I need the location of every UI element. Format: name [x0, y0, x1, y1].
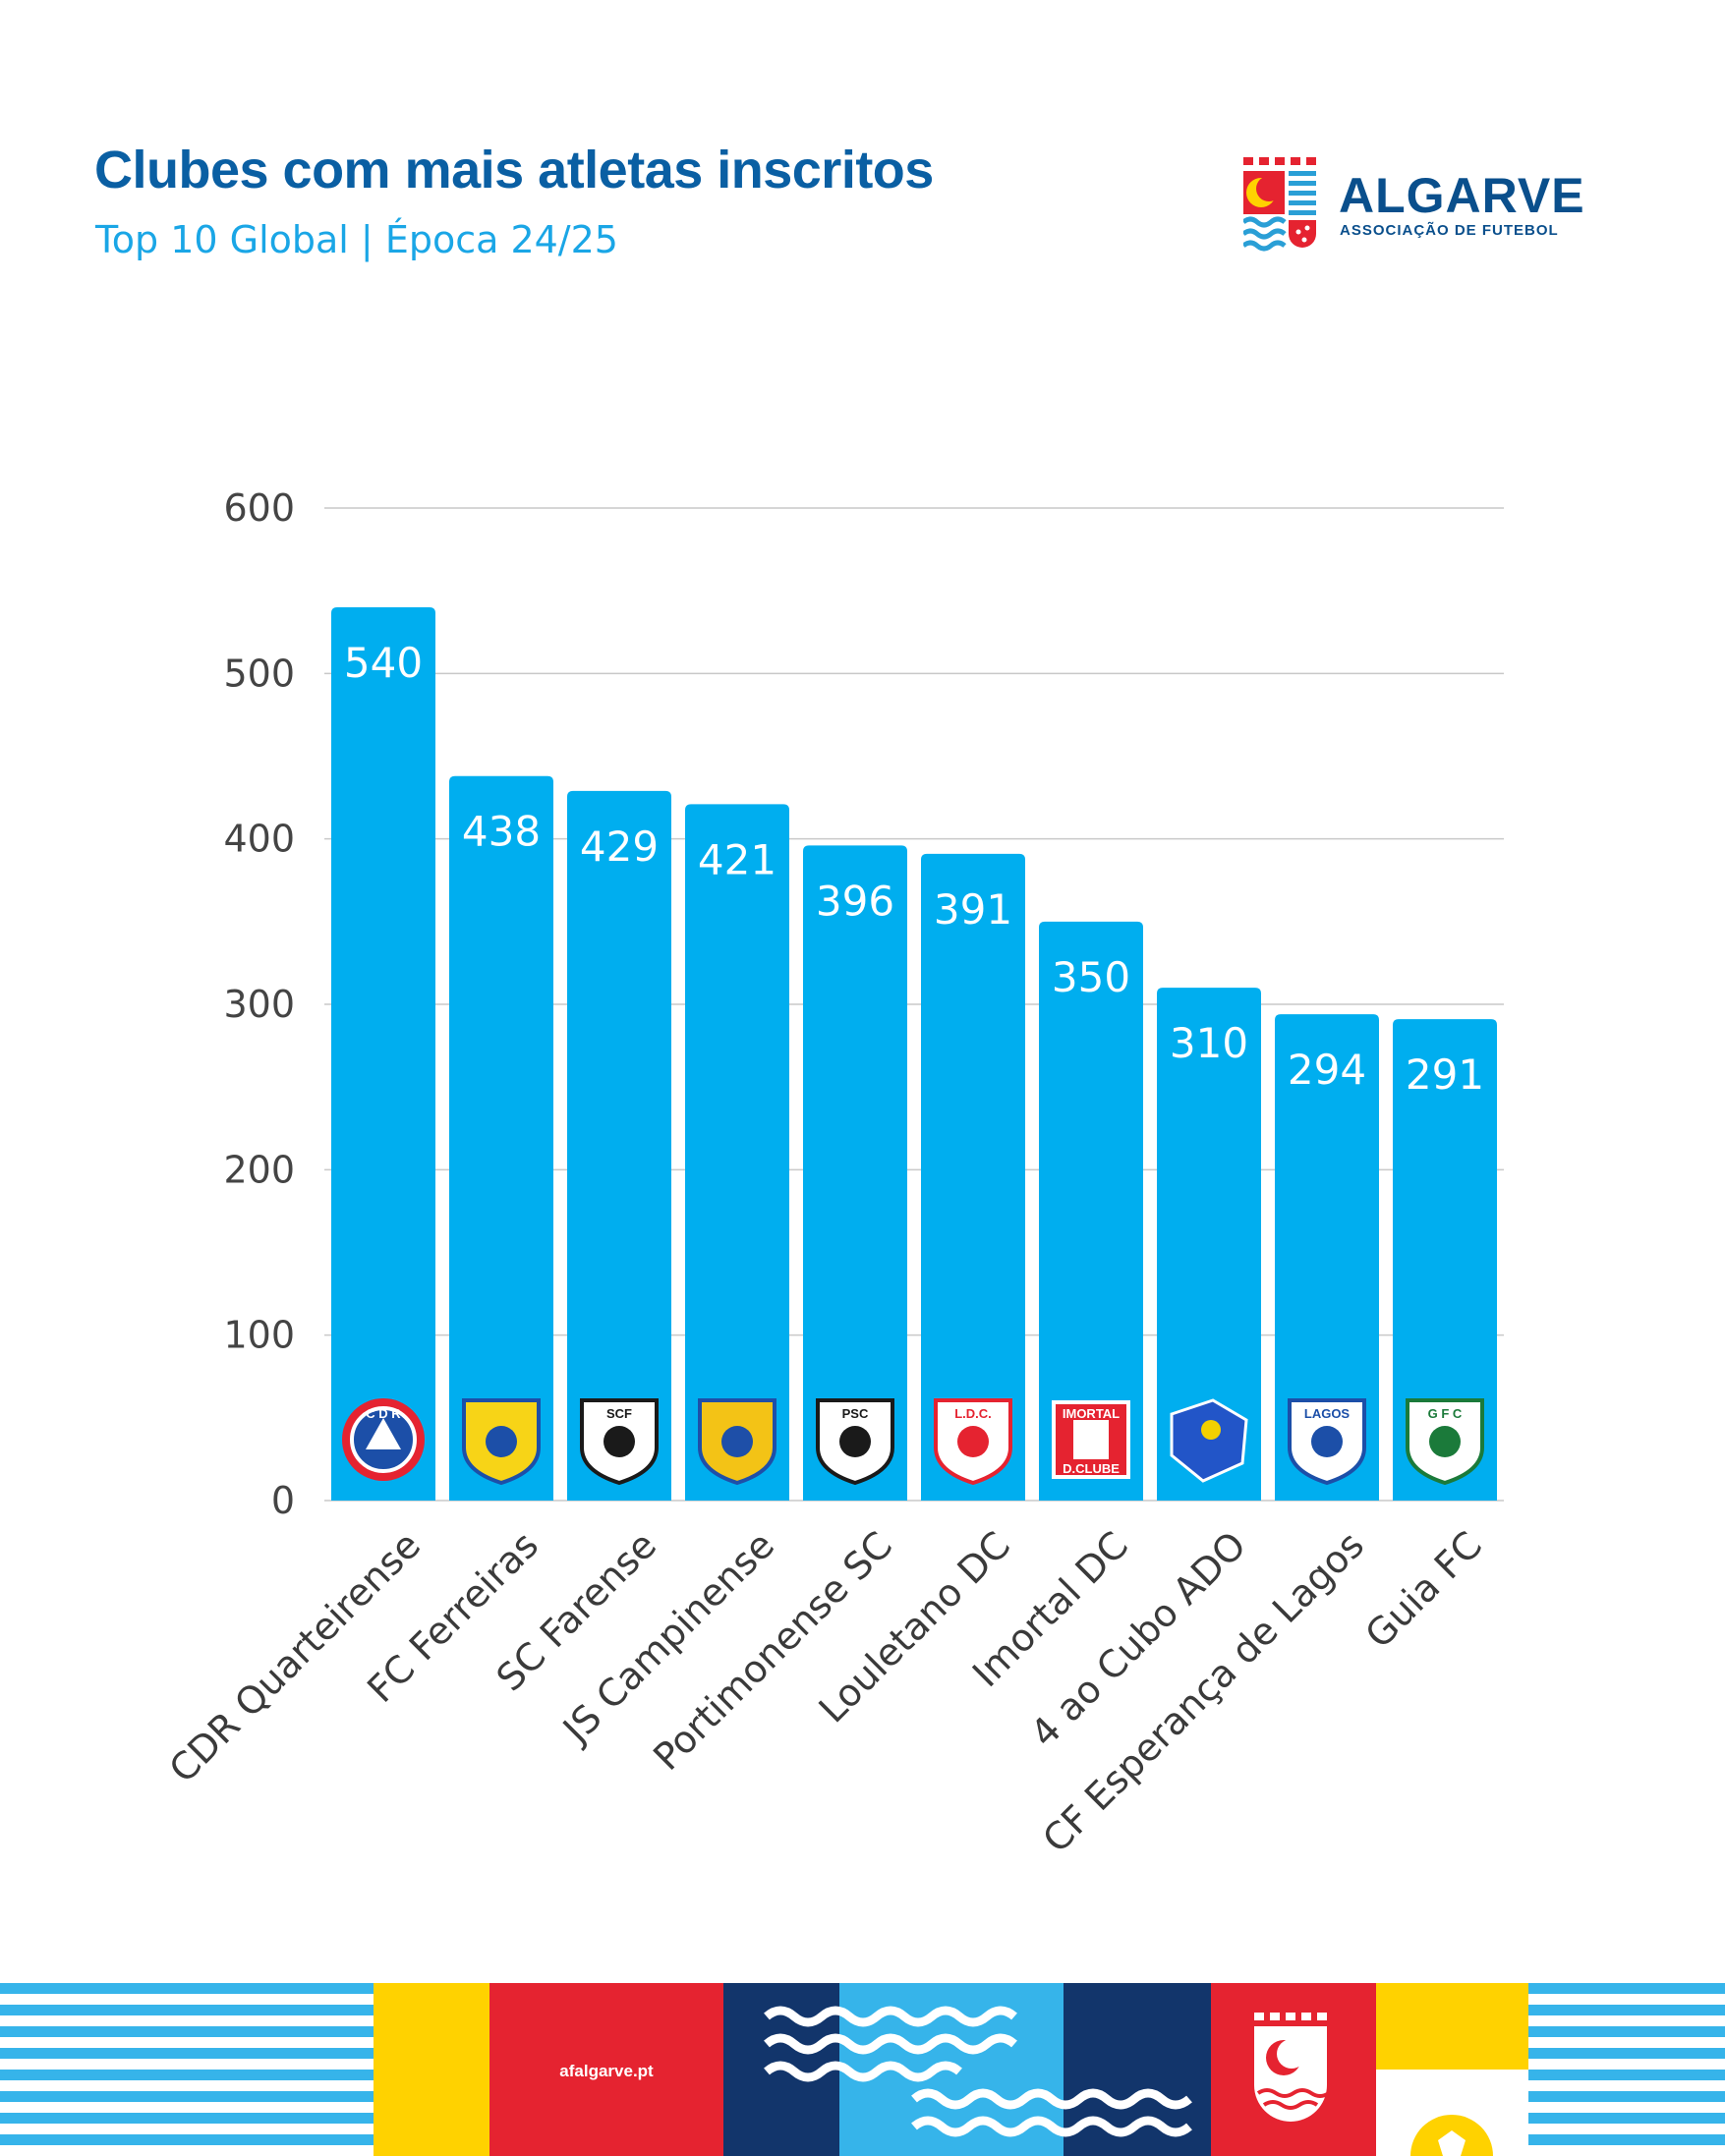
category-label: JS Campinense [553, 1523, 782, 1752]
bar [1393, 1019, 1497, 1501]
algarve-emblem-icon [1241, 157, 1316, 252]
bar [449, 775, 553, 1501]
svg-text:L.D.C.: L.D.C. [954, 1406, 992, 1421]
bar [1157, 988, 1261, 1501]
data-label: 391 [934, 885, 1012, 934]
bar [1039, 921, 1143, 1501]
svg-text:LAGOS: LAGOS [1304, 1406, 1351, 1421]
portimonense-crest-icon: PSC [816, 1398, 894, 1486]
bar [1275, 1014, 1379, 1501]
y-tick-label: 200 [223, 1148, 295, 1191]
algarve-logo: ALGARVE ASSOCIAÇÃO DE FUTEBOL [1241, 157, 1584, 260]
y-tick-label: 400 [223, 818, 295, 861]
campinense-crest-icon [698, 1398, 776, 1486]
y-tick-label: 0 [271, 1479, 295, 1522]
svg-text:IMORTAL: IMORTAL [1063, 1406, 1120, 1421]
svg-text:SCF: SCF [606, 1406, 632, 1421]
data-label: 350 [1052, 953, 1130, 1001]
category-label: 4 ao Cubo ADO [1022, 1523, 1254, 1755]
y-tick-label: 600 [223, 486, 295, 530]
data-label: 291 [1406, 1050, 1484, 1099]
website-link[interactable]: afalgarve.pt [559, 2062, 654, 2080]
esperanca-lagos-crest-icon: LAGOS [1288, 1398, 1366, 1486]
imortal-crest-icon: IMORTAL D.CLUBE [1052, 1400, 1130, 1479]
svg-text:D.CLUBE: D.CLUBE [1063, 1461, 1120, 1476]
data-label: 396 [816, 877, 894, 925]
bar [685, 804, 789, 1501]
quarteirense-crest-icon: C D R [342, 1398, 425, 1481]
bar [331, 607, 435, 1501]
y-tick-label: 100 [223, 1314, 295, 1357]
svg-text:C D R: C D R [366, 1406, 401, 1421]
footer-banner: afalgarve.pt [0, 1983, 1725, 2156]
logo-tagline: ASSOCIAÇÃO DE FUTEBOL [1340, 222, 1559, 239]
farense-crest-icon: SCF [580, 1398, 659, 1486]
category-label: Guia FC [1357, 1523, 1491, 1657]
y-tick-label: 500 [223, 652, 295, 695]
svg-text:G F C: G F C [1428, 1406, 1463, 1421]
data-label: 310 [1170, 1019, 1248, 1067]
louletano-crest-icon: L.D.C. [934, 1398, 1012, 1486]
page-title: Clubes com mais atletas inscritos [94, 141, 934, 199]
footer-graphic [0, 1983, 1725, 2156]
quatro-ao-cubo-crest-icon [1170, 1398, 1248, 1483]
bar [921, 853, 1025, 1501]
data-label: 429 [580, 823, 659, 871]
data-label: 421 [698, 835, 776, 883]
y-tick-label: 300 [223, 983, 295, 1026]
data-label: 294 [1288, 1046, 1366, 1094]
page-subtitle: Top 10 Global | Época 24/25 [95, 218, 618, 261]
ferreiras-crest-icon [462, 1398, 541, 1486]
guia-crest-icon: G F C [1406, 1398, 1484, 1486]
bar [803, 845, 907, 1501]
bar [567, 790, 671, 1501]
data-label: 438 [462, 808, 541, 856]
footer-waves-icon [764, 2006, 1192, 2137]
data-label: 540 [344, 639, 423, 687]
svg-text:PSC: PSC [842, 1406, 869, 1421]
logo-name: ALGARVE [1339, 168, 1585, 223]
